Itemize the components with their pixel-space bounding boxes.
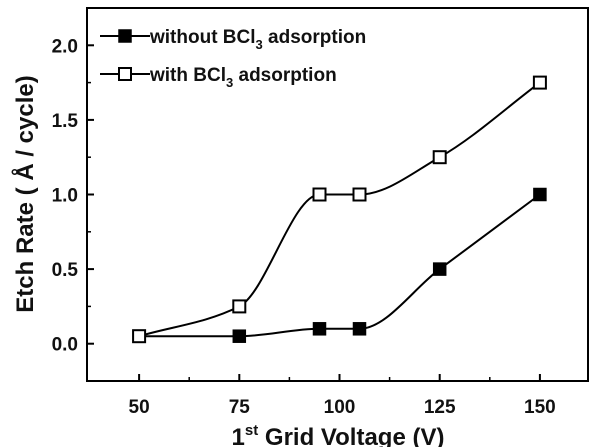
data-point-series-2 [132,329,147,344]
data-point-series-2 [232,299,247,314]
legend: without BCl3 adsorption with BCl3 adsorp… [100,27,366,90]
x-tick-label: 50 [129,397,150,418]
y-tick-label: 0.5 [52,260,79,281]
data-point-series-1 [232,329,247,343]
data-point-series-1 [432,262,447,276]
x-axis-title: 1st Grid Voltage (V) [232,422,445,447]
legend-marker-series-1 [118,29,132,43]
legend-marker-series-2 [118,67,132,81]
data-point-series-2 [352,187,367,202]
data-point-series-1 [352,322,367,336]
legend-label-series-1: without BCl3 adsorption [149,27,366,52]
y-tick-label: 1.5 [52,111,79,132]
x-tick-label: 75 [229,397,251,418]
data-point-series-1 [533,187,547,202]
data-point-series-1 [312,322,327,336]
x-tick-label: 150 [524,397,556,418]
x-tick-label: 100 [324,397,356,418]
series-line-2 [138,81,541,338]
legend-label-series-2: with BCl3 adsorption [149,65,337,90]
x-tick-label: 125 [424,397,456,418]
y-tick-label: 0.0 [52,335,78,356]
y-tick-label: 1.0 [52,186,78,207]
data-point-series-2 [312,187,327,202]
data-point-series-2 [432,150,447,165]
series-line-1 [139,193,541,338]
data-point-series-2 [532,75,547,90]
series-layer [132,75,547,344]
axes-layer: 50 75 100 125 150 0.0 0.5 1.0 1.5 2.0 [52,36,556,418]
y-axis-title: Etch Rate ( Å / cycle) [11,75,39,312]
y-tick-label: 2.0 [52,36,78,57]
